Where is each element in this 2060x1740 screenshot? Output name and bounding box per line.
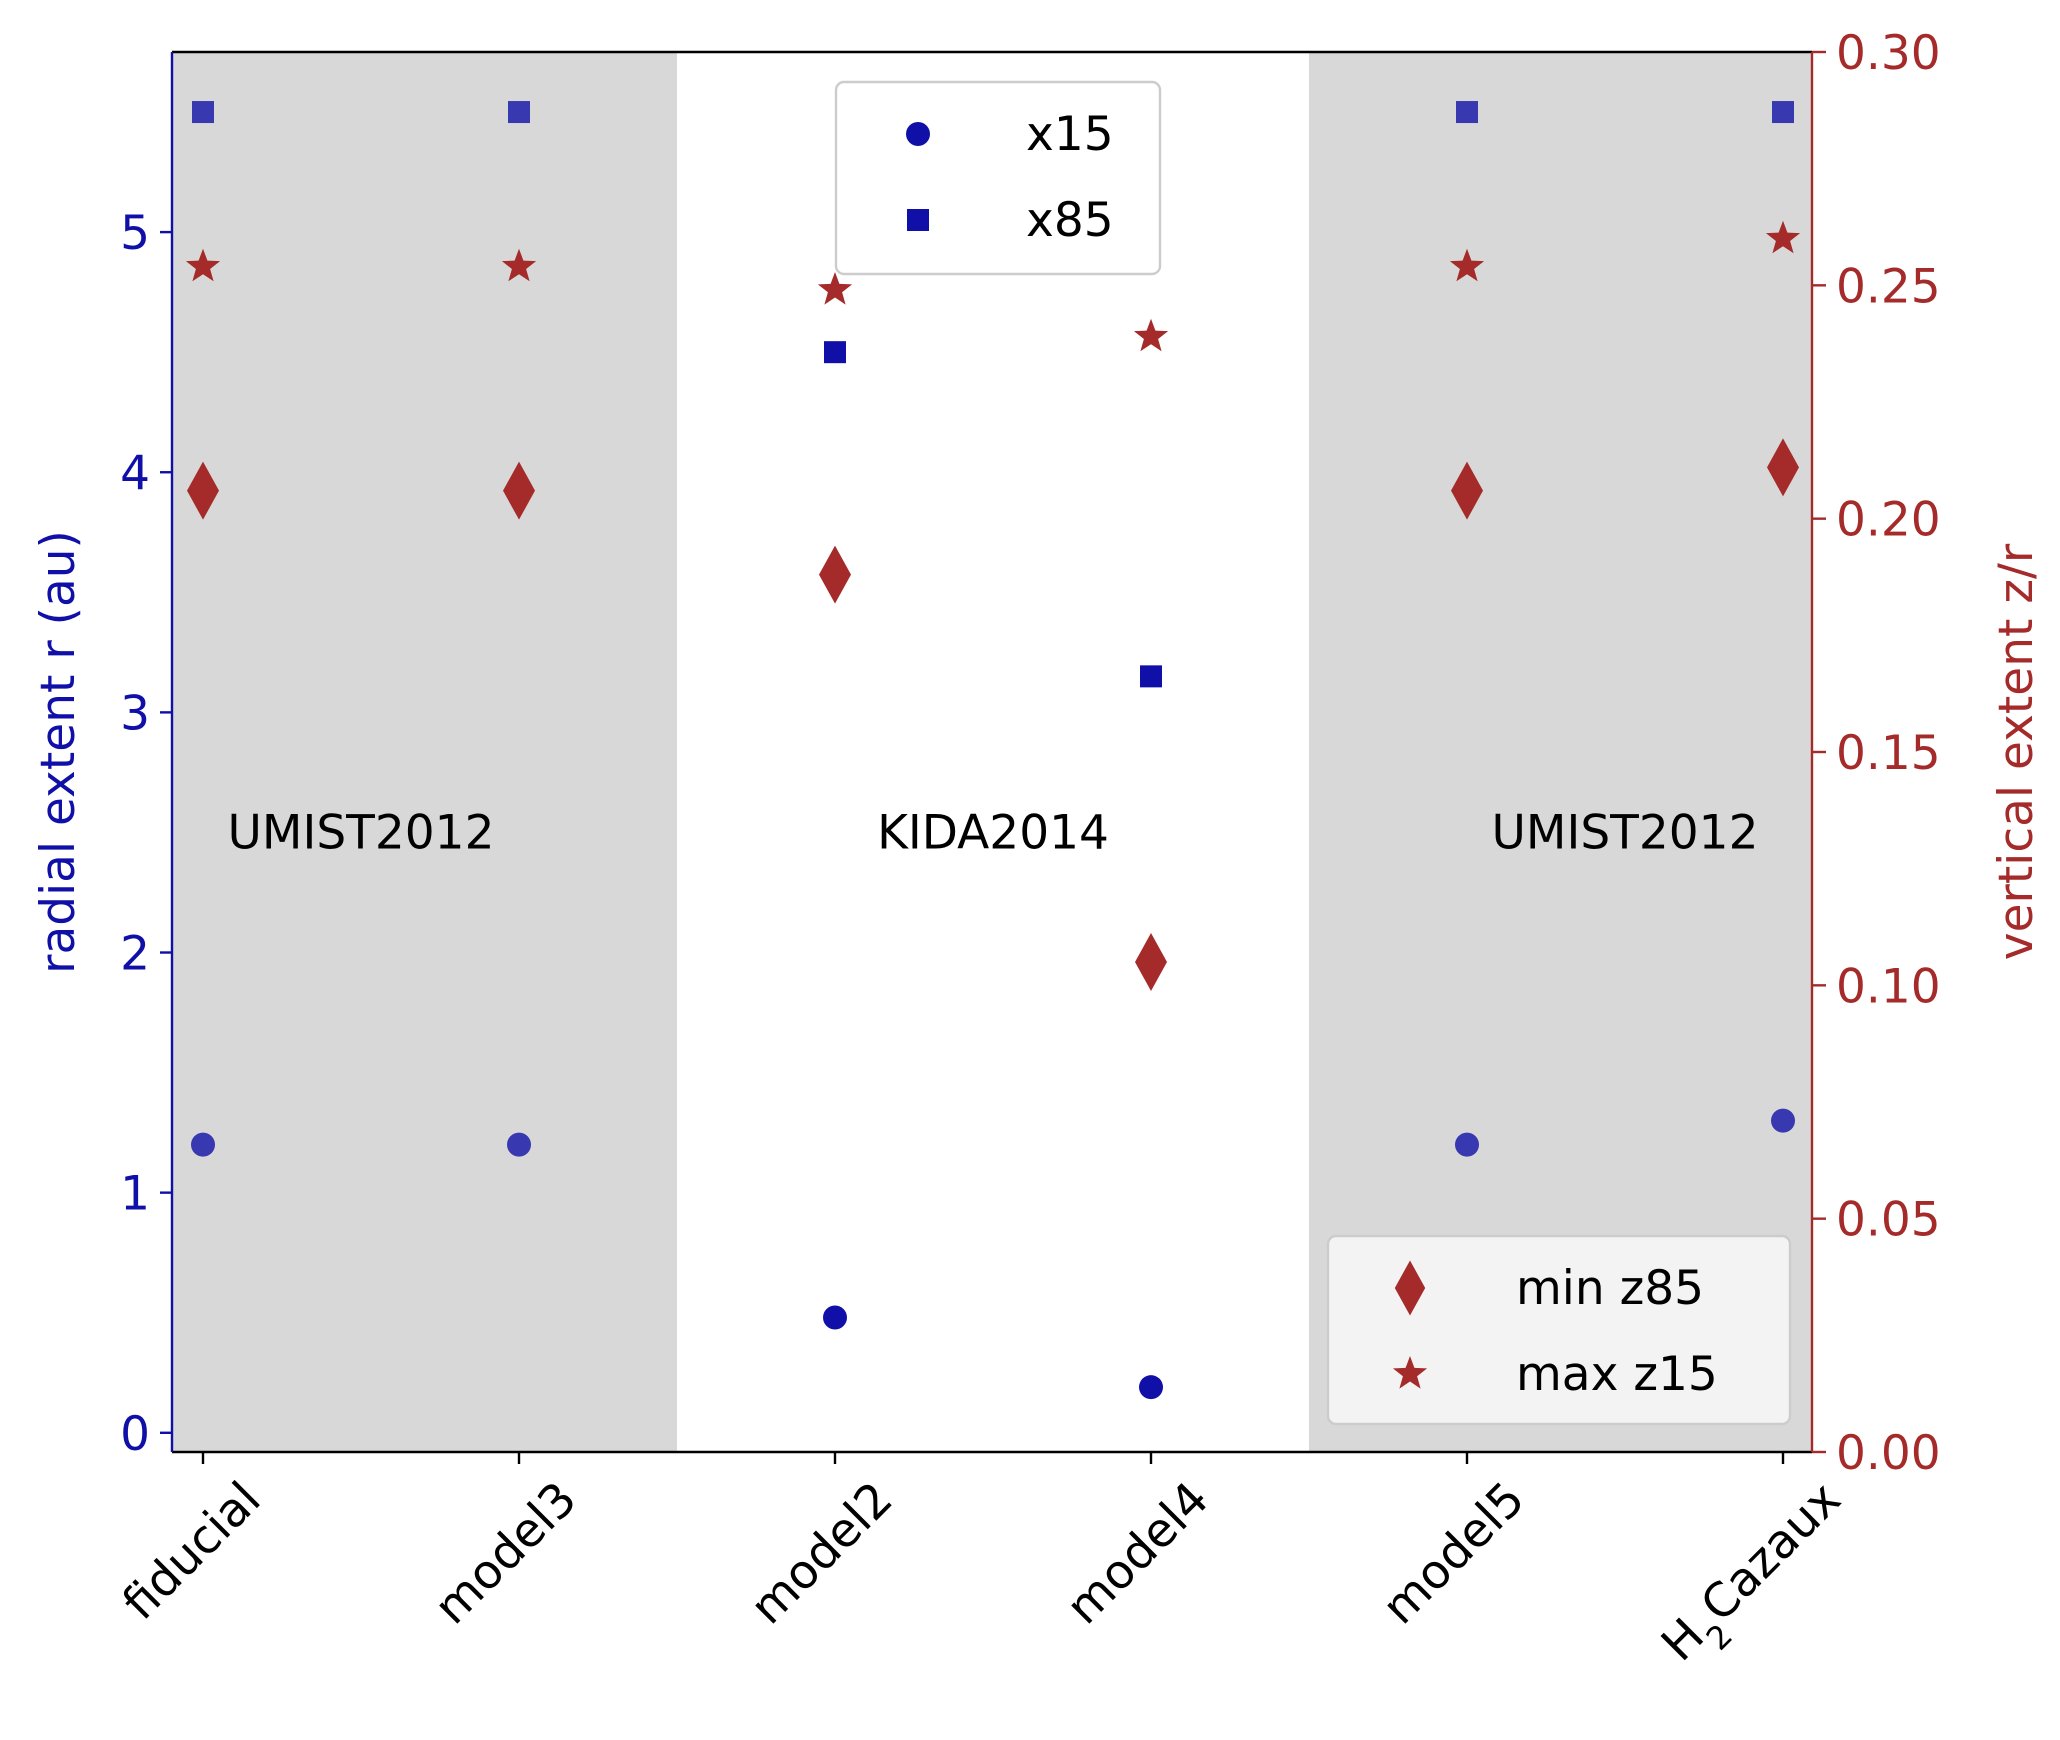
region-label-2: UMIST2012 [1492, 805, 1759, 860]
point-x85-model2 [824, 341, 846, 364]
point-max-z15-model5 [1449, 248, 1485, 282]
legend-label-x85: x85 [1026, 193, 1114, 248]
x-tick-label-model3: model3 [424, 1472, 588, 1636]
right-tick-label: 0.25 [1836, 259, 1941, 314]
right-y-axis-label: vertical extent z/r [1989, 543, 2044, 960]
right-tick-label: 0.20 [1836, 493, 1941, 548]
x-tick-label-fiducial: fiducial [112, 1472, 271, 1631]
point-x85-fiducial [192, 101, 214, 124]
x-tick-label-model4: model4 [1056, 1472, 1220, 1636]
point-x15-model2 [823, 1305, 847, 1330]
x-tick-label-model2: model2 [740, 1472, 904, 1636]
legend-label-x15: x15 [1026, 107, 1114, 162]
shaded-region-0 [172, 52, 677, 1452]
point-max-z15-model2 [817, 272, 853, 305]
shaded-region-2 [1309, 52, 1812, 1452]
point-x15-model5 [1455, 1132, 1479, 1157]
point-min-z85-model2 [819, 545, 851, 604]
point-min-z85-model5 [1451, 461, 1483, 520]
data-markers [185, 101, 1801, 1400]
point-x85-model5 [1456, 101, 1478, 124]
region-label-0: UMIST2012 [228, 805, 495, 860]
point-min-z85-fiducial [187, 461, 219, 520]
left-tick-label: 5 [120, 206, 150, 261]
region-label-1: KIDA2014 [877, 805, 1109, 860]
legend-label-min-z85: min z85 [1516, 1261, 1704, 1316]
point-min-z85-model4 [1135, 933, 1167, 991]
legend-marker-x85 [907, 209, 929, 231]
point-x15-model3 [507, 1132, 531, 1157]
legend-bottom-right [1326, 1234, 1792, 1426]
x-tick-label-H2Cazaux: H2Cazaux [1651, 1472, 1862, 1683]
point-x85-model4 [1140, 665, 1162, 688]
point-max-z15-model3 [501, 248, 537, 282]
legend-label-max-z15: max z15 [1516, 1347, 1718, 1402]
shaded-region-1 [677, 52, 1309, 1452]
shaded-regions [172, 52, 1812, 1452]
legend-marker-min-z85 [1394, 1260, 1426, 1316]
right-tick-label: 0.15 [1836, 726, 1941, 781]
right-tick-label: 0.10 [1836, 959, 1941, 1014]
left-y-axis-label: radial extent r (au) [31, 530, 86, 974]
left-tick-label: 3 [120, 686, 150, 741]
point-min-z85-model3 [503, 461, 535, 520]
left-tick-label: 4 [120, 446, 150, 501]
point-min-z85-H2Cazaux [1767, 438, 1799, 497]
left-tick-label: 1 [120, 1167, 150, 1222]
point-max-z15-model4 [1133, 318, 1169, 352]
point-x85-H2Cazaux [1772, 101, 1794, 124]
legend-marker-x15 [906, 122, 930, 146]
point-max-z15-H2Cazaux [1765, 220, 1801, 254]
point-max-z15-fiducial [185, 248, 221, 282]
region-labels: UMIST2012 KIDA2014 UMIST2012 [228, 805, 1759, 860]
right-tick-label: 0.05 [1836, 1193, 1941, 1248]
x-tick-label-model5: model5 [1372, 1472, 1536, 1636]
legend-marker-max-z15 [1392, 1356, 1428, 1389]
right-tick-label: 0.30 [1836, 26, 1941, 81]
point-x85-model3 [508, 101, 530, 124]
x-tick-label-part: H [1651, 1608, 1715, 1672]
x-tick-label-part: Cazaux [1690, 1472, 1851, 1633]
left-tick-label: 2 [120, 927, 150, 982]
point-x15-fiducial [191, 1132, 215, 1157]
legends: x15 x85 min z85 max z15 [834, 80, 1792, 1426]
point-x15-H2Cazaux [1771, 1108, 1795, 1133]
right-tick-label: 0.00 [1836, 1426, 1941, 1481]
left-tick-label: 0 [120, 1407, 150, 1462]
point-x15-model4 [1139, 1375, 1163, 1400]
